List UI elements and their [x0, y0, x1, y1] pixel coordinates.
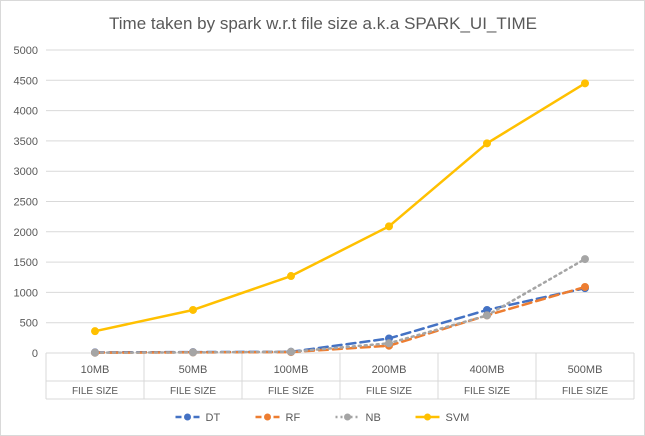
- data-point: [581, 282, 589, 291]
- legend-item-nb: NB: [335, 412, 381, 424]
- legend-marker: [344, 413, 351, 421]
- x-tick-label: 400MB: [470, 364, 505, 376]
- y-tick-label: 2000: [14, 227, 38, 239]
- series-line: [93, 286, 587, 354]
- series-layer: [91, 79, 589, 357]
- y-tick-label: 1500: [14, 257, 38, 269]
- x-tick-label: 200MB: [372, 364, 407, 376]
- y-tick-label: 4500: [14, 75, 38, 87]
- chart-title: Time taken by spark w.r.t file size a.k.…: [109, 14, 537, 33]
- series-svm: [91, 79, 589, 336]
- legend-item-rf: RF: [255, 412, 301, 424]
- y-tick-label: 3000: [14, 166, 38, 178]
- x-group-label: FILE SIZE: [268, 386, 314, 397]
- y-tick-label: 3500: [14, 136, 38, 148]
- data-point: [581, 255, 589, 264]
- legend-item-dt: DT: [175, 412, 221, 424]
- x-tick-label: 10MB: [81, 364, 110, 376]
- series-line: [93, 257, 587, 354]
- legend-marker: [424, 413, 431, 421]
- data-point: [287, 272, 295, 281]
- x-group-label: FILE SIZE: [72, 386, 118, 397]
- data-point: [91, 348, 99, 357]
- x-tick-label: 100MB: [274, 364, 309, 376]
- data-point: [385, 339, 393, 348]
- series-nb: [91, 255, 589, 357]
- x-tick-label: 500MB: [568, 364, 603, 376]
- data-point: [189, 305, 197, 314]
- x-group-label: FILE SIZE: [464, 386, 510, 397]
- data-point: [91, 327, 99, 336]
- x-tick-label: 50MB: [179, 364, 208, 376]
- series-line: [93, 82, 587, 333]
- series-dt: [91, 284, 589, 357]
- y-tick-label: 4000: [14, 106, 38, 118]
- legend-label: RF: [286, 412, 301, 424]
- legend-label: DT: [206, 412, 221, 424]
- data-point: [287, 347, 295, 356]
- y-tick-label: 0: [32, 348, 38, 360]
- legend-label: NB: [366, 412, 381, 424]
- legend-marker: [184, 413, 191, 421]
- legend-label: SVM: [446, 412, 470, 424]
- series-line: [93, 285, 587, 354]
- y-tick-label: 5000: [14, 45, 38, 57]
- x-group-label: FILE SIZE: [366, 386, 412, 397]
- y-tick-label: 2500: [14, 197, 38, 209]
- axes: 0 500 1000 1500 2000 2500 3000 3500 4000 4500 5000…: [14, 45, 635, 400]
- data-point: [483, 139, 491, 148]
- data-point: [385, 222, 393, 231]
- data-point: [189, 348, 197, 357]
- data-point: [581, 79, 589, 88]
- gridlines: [46, 49, 634, 354]
- y-tick-label: 500: [20, 318, 38, 330]
- x-group-label: FILE SIZE: [170, 386, 216, 397]
- x-group-label: FILE SIZE: [562, 386, 608, 397]
- legend-marker: [264, 413, 271, 421]
- y-tick-label: 1000: [14, 287, 38, 299]
- legend-item-svm: SVM: [415, 412, 470, 424]
- data-point: [483, 311, 491, 320]
- legend: DT RF NB SVM: [175, 412, 470, 424]
